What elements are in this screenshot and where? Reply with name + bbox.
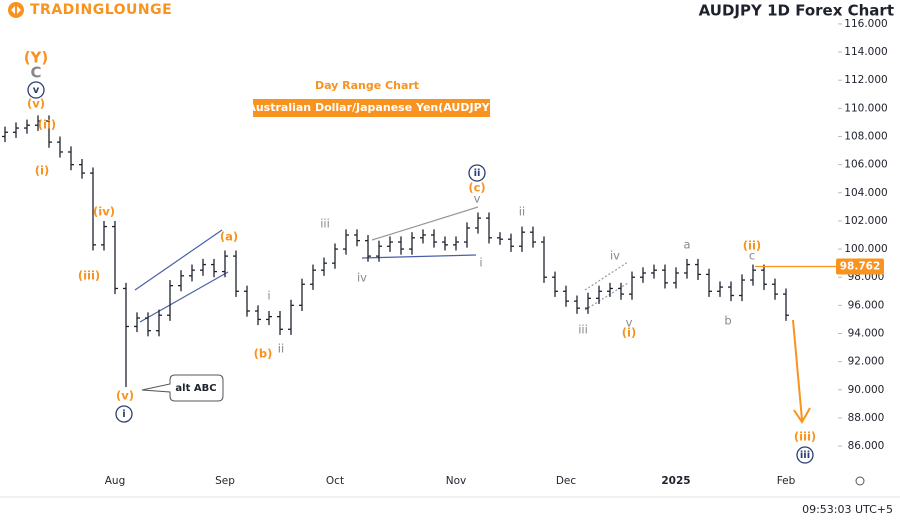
wave-circle [468, 164, 486, 182]
wave-circle [115, 405, 133, 423]
channel-line [371, 206, 479, 241]
y-tick-label: 104.000 [844, 187, 887, 199]
wave-label: iii [578, 323, 588, 337]
wave-label: v [33, 85, 40, 96]
wave-label: ii [278, 342, 284, 356]
marks: 86.00088.00090.00092.00094.00096.00098.0… [2, 18, 888, 487]
y-tick-label: 110.000 [844, 102, 887, 114]
x-tick-label: Feb [777, 475, 796, 487]
wave-label: v [626, 316, 633, 330]
wave-label: iv [610, 249, 620, 263]
chart-title: Day Range Chart [315, 79, 419, 92]
y-tick-label: 92.000 [848, 356, 885, 368]
chart-header-title: AUDJPY 1D Forex Chart [699, 2, 894, 20]
y-tick-label: 100.000 [844, 243, 887, 255]
wave-label: v [474, 192, 481, 206]
last-price-label: 98.762 [840, 260, 881, 272]
wave-label: (ii) [743, 239, 761, 253]
wave-label: (iii) [78, 269, 100, 283]
wave-label: ii [519, 205, 525, 219]
y-tick-label: 106.000 [844, 159, 887, 171]
wave-label: c [749, 249, 755, 263]
wave-label: (a) [220, 230, 238, 244]
y-tick-label: 90.000 [848, 384, 885, 396]
channel-line [584, 282, 629, 311]
wave-label: i [479, 256, 482, 270]
wave-label: (i) [35, 164, 49, 178]
last-price-box [836, 258, 884, 275]
wave-label: C [30, 64, 41, 82]
wave-label: (v) [27, 97, 45, 111]
x-tick-label: Oct [326, 475, 344, 487]
channel-line [361, 254, 477, 259]
channel-line [584, 261, 629, 291]
logo-glyph [11, 6, 21, 14]
subtitle-box [253, 99, 490, 117]
wave-label: b [724, 314, 731, 328]
x-tick-label: Sep [215, 475, 235, 487]
chart-subtitle: Australian Dollar/Japanese Yen(AUDJPY) [247, 101, 494, 114]
callout: alt ABC [141, 374, 224, 402]
x-tick-label: 2025 [661, 475, 690, 487]
wave-label: iv [357, 271, 367, 285]
x-tick-label: Nov [446, 475, 467, 487]
y-tick-label: 102.000 [844, 215, 887, 227]
y-tick-label: 86.000 [848, 440, 885, 452]
wave-label: iii [800, 450, 810, 461]
y-tick-label: 114.000 [844, 46, 887, 58]
wave-label: i [267, 289, 270, 303]
y-tick-label: 108.000 [844, 130, 887, 142]
wave-circle [27, 81, 45, 99]
x-tick-label: Dec [556, 475, 577, 487]
callout-text: alt ABC [175, 383, 216, 394]
y-tick-label: 116.000 [844, 18, 887, 30]
channel-line [139, 271, 229, 323]
callout-box [141, 374, 224, 402]
projection-arrow [792, 319, 803, 421]
wave-label: i [122, 409, 125, 420]
x-axis-band [0, 470, 900, 492]
channel-line [134, 229, 223, 291]
wave-label: a [683, 238, 690, 252]
y-tick-label: 96.000 [848, 299, 885, 311]
timestamp: 09:53:03 UTC+5 [802, 503, 893, 516]
logo: TRADINGLOUNGE [8, 2, 172, 18]
wave-label: (ii) [38, 118, 56, 132]
x-tick-label: Aug [105, 475, 126, 487]
wave-label: (v) [116, 389, 134, 403]
wave-label: iii [320, 217, 330, 231]
settings-icon[interactable] [855, 476, 865, 486]
wave-label: (iv) [93, 205, 115, 219]
wave-label: (b) [254, 347, 273, 361]
wave-label: (iii) [794, 430, 816, 444]
wave-label: (c) [468, 181, 485, 195]
logo-text: TRADINGLOUNGE [30, 2, 172, 18]
projection-arrow-head [793, 407, 811, 424]
logo-icon [8, 2, 24, 18]
wave-label: (i) [622, 326, 636, 340]
trend-lines [134, 206, 811, 424]
wave-circle [796, 446, 814, 464]
y-tick-label: 112.000 [844, 74, 887, 86]
wave-label: ii [474, 168, 481, 179]
wave-label: (Y) [24, 49, 49, 67]
y-tick-label: 94.000 [848, 328, 885, 340]
y-tick-label: 88.000 [848, 412, 885, 424]
